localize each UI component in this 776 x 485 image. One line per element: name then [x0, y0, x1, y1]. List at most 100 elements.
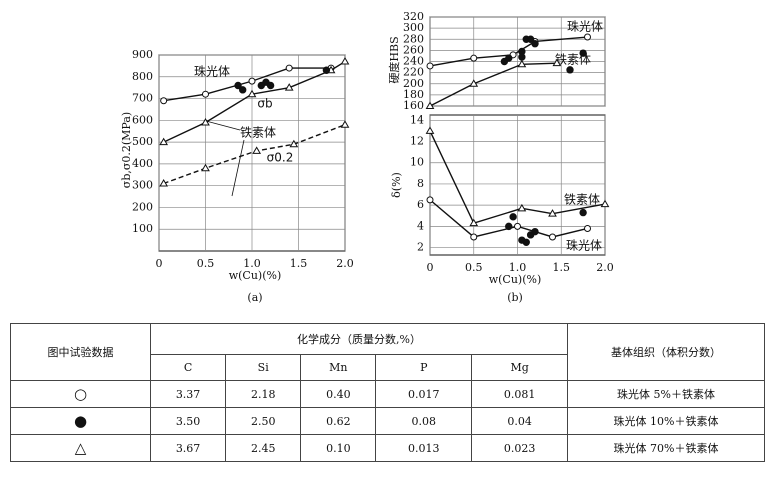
x-tick-label: 1.0 — [509, 261, 527, 274]
table-cell: △ — [10, 434, 151, 462]
point — [505, 54, 513, 62]
point — [247, 89, 257, 98]
table-subheader: Mn — [300, 354, 377, 381]
y-tick-label: 200 — [132, 200, 153, 213]
x-axis-label: w(Cu)(%) — [229, 269, 282, 282]
point — [522, 238, 530, 246]
y-tick-label: 4 — [417, 219, 424, 232]
point — [248, 77, 256, 85]
point — [531, 227, 539, 236]
x-tick-label: 0.5 — [465, 261, 483, 274]
annotation: 珠光体 — [566, 239, 602, 253]
annotation: σ0.2 — [267, 151, 294, 165]
x-tick-label: 2.0 — [596, 261, 614, 274]
point — [289, 139, 299, 148]
y-tick-label: 200 — [403, 77, 424, 90]
leader-line — [231, 139, 245, 197]
point — [425, 101, 435, 109]
point — [584, 33, 591, 41]
point — [340, 57, 350, 65]
series-line — [163, 67, 332, 102]
point — [600, 199, 610, 208]
table-body: ○ 3.37 2.18 0.40 0.017 0.081 珠光体 5%＋铁素体 ● 3.50 2.… — [10, 380, 765, 462]
point — [425, 126, 435, 134]
point — [426, 62, 434, 70]
table-row: ○ 3.37 2.18 0.40 0.017 0.081 珠光体 5%＋铁素体 — [10, 380, 765, 408]
point — [470, 54, 478, 62]
table-cell: 0.40 — [300, 380, 377, 408]
point — [284, 83, 294, 91]
table-subheader: Si — [225, 354, 302, 381]
y-tick-label: 260 — [403, 43, 424, 56]
y-tick-label: 14 — [410, 113, 424, 126]
point — [509, 213, 517, 221]
table-header: 基体组织（体积分数） — [567, 323, 765, 381]
point — [518, 53, 526, 61]
y-tick-label: 500 — [132, 135, 153, 148]
point — [426, 196, 434, 204]
table-header: 化学成分（质量分数,%） — [150, 323, 568, 355]
table-cell: 2.50 — [225, 407, 302, 435]
y-tick-label: 400 — [132, 157, 153, 170]
point — [159, 178, 169, 187]
table-cell: ● — [10, 407, 151, 435]
point — [549, 233, 556, 241]
table-cell: 0.08 — [375, 407, 473, 435]
point — [517, 59, 527, 68]
y-tick-label: 300 — [403, 21, 424, 34]
point — [526, 35, 535, 43]
table-cell: 珠光体 5%＋铁素体 — [567, 380, 765, 408]
x-tick-label: 2.0 — [336, 257, 354, 270]
y-tick-label: 180 — [403, 88, 424, 101]
table-cell: 3.67 — [149, 434, 227, 462]
y-tick-label: 320 — [403, 10, 424, 23]
data-table: 图中试验数据 化学成分（质量分数,%） 基体组织（体积分数） C Si Mn P… — [10, 323, 765, 462]
table-cell: 3.50 — [149, 407, 227, 435]
point — [285, 64, 293, 72]
point — [548, 209, 557, 217]
point — [469, 218, 479, 227]
y-tick-label: 900 — [132, 48, 153, 61]
table-cell: 0.10 — [300, 434, 377, 462]
table-subheader: C — [149, 354, 227, 381]
table-cell: 珠光体 10%＋铁素体 — [567, 407, 765, 435]
point — [514, 222, 521, 230]
point — [340, 120, 350, 128]
annotation: 珠光体 — [194, 65, 230, 79]
point — [234, 81, 242, 90]
table-cell: ○ — [10, 380, 151, 408]
point — [239, 86, 247, 94]
annotation: 铁素体 — [240, 126, 276, 140]
point — [566, 66, 574, 74]
y-tick-label: 160 — [403, 99, 424, 112]
y-tick-label: 300 — [132, 179, 153, 192]
y-axis-label: 硬度HBS — [387, 36, 401, 83]
point — [505, 222, 513, 231]
point — [266, 81, 275, 90]
point — [470, 233, 478, 241]
annotation: σb — [257, 97, 272, 111]
x-tick-label: 0 — [427, 261, 434, 274]
point — [252, 146, 262, 154]
annotation: 铁素体 — [564, 193, 600, 207]
y-tick-label: 12 — [410, 135, 424, 148]
leader-line — [205, 120, 241, 131]
point — [531, 40, 539, 48]
x-tick-label: 0.5 — [197, 257, 215, 270]
table-cell: 0.081 — [471, 380, 568, 408]
point — [201, 118, 210, 126]
y-tick-label: 280 — [403, 32, 424, 45]
y-tick-label: 2 — [417, 241, 424, 254]
table-row: △ 3.67 2.45 0.10 0.013 0.023 珠光体 70%＋铁素体 — [10, 434, 765, 462]
point — [159, 137, 169, 146]
table-cell: 0.013 — [375, 434, 473, 462]
x-tick-label: 1.0 — [243, 257, 261, 270]
series-line — [429, 62, 557, 107]
table-cell: 2.45 — [225, 434, 302, 462]
y-tick-label: 8 — [417, 177, 424, 190]
point — [579, 49, 587, 57]
point — [201, 163, 210, 172]
x-tick-label: 0 — [156, 257, 163, 270]
